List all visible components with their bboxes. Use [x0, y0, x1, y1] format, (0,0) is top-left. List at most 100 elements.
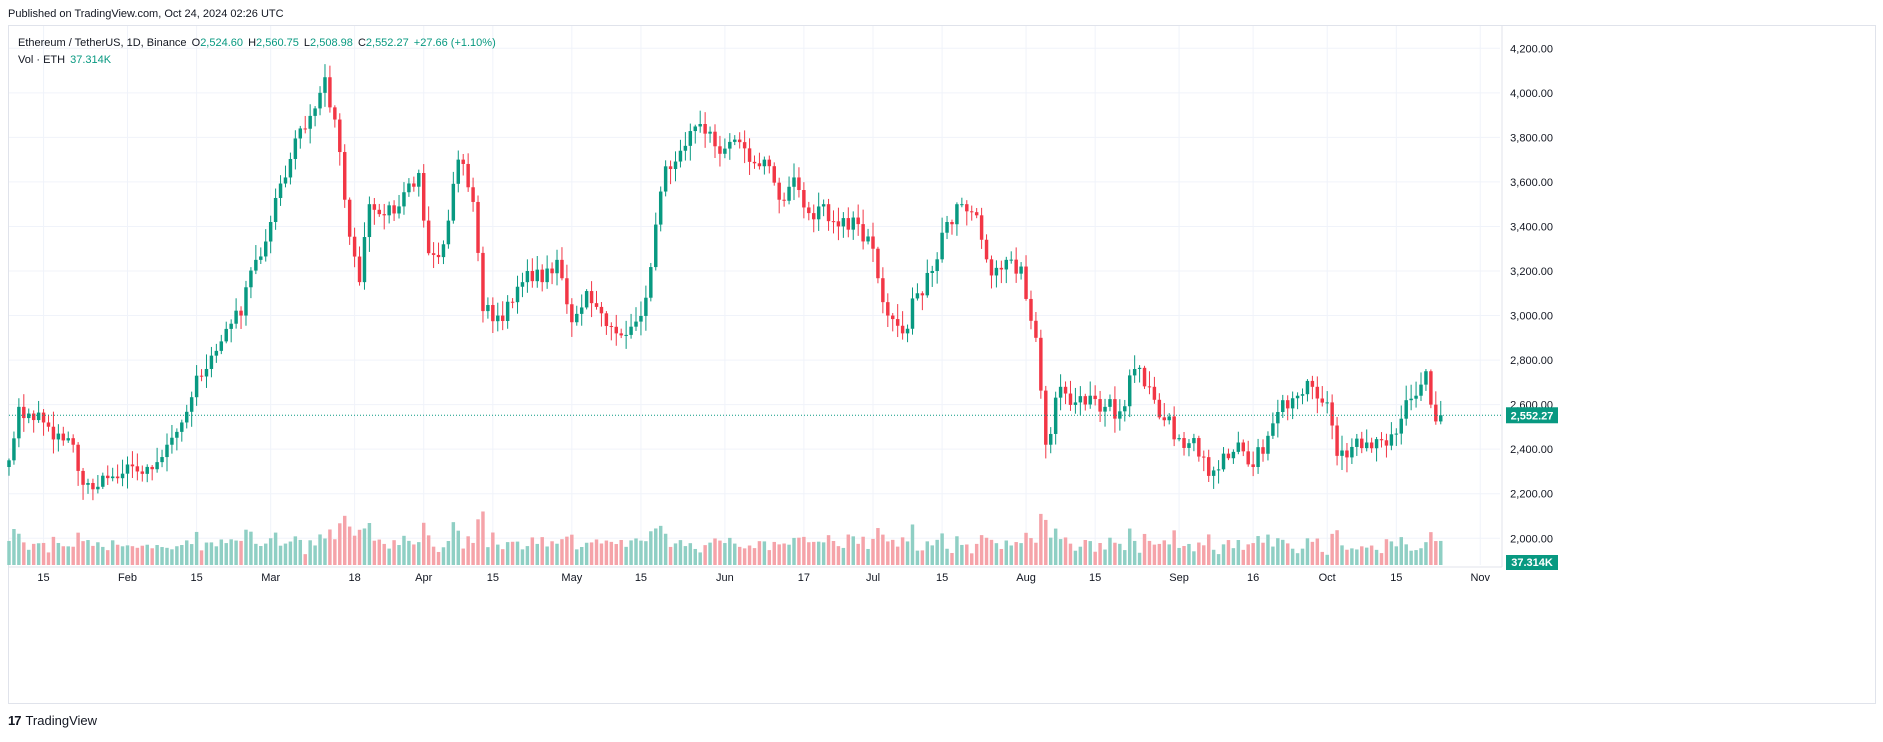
volume-bar: [1157, 543, 1162, 565]
volume-bar: [1434, 541, 1438, 565]
volume-bar: [1182, 546, 1186, 565]
candle-body: [1300, 394, 1305, 396]
volume-bar: [407, 540, 411, 565]
volume-bar: [940, 533, 944, 565]
candle-body: [234, 310, 238, 324]
candle-body: [1053, 397, 1058, 434]
volume-bar: [1088, 541, 1092, 565]
volume-bar: [298, 539, 303, 565]
volume-bar: [436, 551, 441, 565]
candle-body: [204, 368, 209, 377]
candle-body: [441, 244, 446, 258]
candle-body: [1320, 398, 1324, 403]
volume-bar: [333, 539, 337, 565]
volume-bar: [17, 533, 21, 565]
time-axis[interactable]: 15 Feb 15 Mar 18 Apr 15 May 15 Jun 17 Jul 15 Aug 15 Sep…: [37, 572, 1490, 584]
volume-bar: [239, 540, 243, 565]
candle-body: [71, 438, 75, 445]
volume-bar: [165, 547, 169, 565]
candle-body: [708, 131, 712, 134]
candle-body: [1182, 438, 1186, 448]
volume-bar: [1044, 519, 1048, 565]
candle-body: [1103, 406, 1107, 412]
candle-body: [663, 166, 668, 192]
volume-bar: [935, 539, 939, 565]
candle-body: [1034, 320, 1038, 338]
volume-bar: [915, 550, 920, 565]
candle-body: [945, 222, 949, 233]
time-tick-label: Sep: [1169, 572, 1189, 584]
candle-body: [713, 131, 717, 147]
volume-bar: [357, 529, 362, 565]
candle-body: [767, 159, 772, 167]
volume-bar: [249, 531, 253, 565]
volume-bar: [1127, 528, 1132, 565]
candle-body: [1424, 371, 1428, 385]
candle-body: [510, 301, 515, 303]
candle-body: [382, 214, 386, 216]
candle-body: [649, 267, 653, 298]
candle-body: [185, 411, 189, 423]
volume-bar: [224, 543, 228, 565]
candle-body: [999, 267, 1004, 270]
published-info: Published on TradingView.com, Oct 24, 20…: [8, 8, 284, 20]
candle-body: [214, 350, 219, 356]
candle-body: [323, 77, 327, 93]
candle-body: [1078, 396, 1083, 403]
candle-body: [816, 206, 821, 220]
candle-body: [446, 220, 451, 245]
candle-body: [965, 204, 969, 212]
open-value: 2,524.60: [200, 37, 244, 49]
candle-body: [431, 253, 436, 255]
candle-body: [797, 177, 801, 191]
candle-body: [540, 269, 544, 283]
candle-body: [570, 304, 574, 323]
volume-bar: [856, 543, 860, 565]
candle-body: [974, 212, 979, 216]
candle-body: [1281, 400, 1285, 413]
last-price-marker: 2,552.27 37.314K: [9, 407, 1558, 570]
volume-bar: [989, 539, 994, 565]
candle-body: [826, 204, 831, 222]
volume-bar: [737, 546, 742, 565]
price-axis[interactable]: 2,000.002,200.002,400.002,600.002,800.00…: [1510, 43, 1553, 545]
volume-bar: [426, 535, 431, 565]
candle-body: [17, 406, 21, 439]
candle-body: [145, 466, 149, 474]
candle-body: [293, 138, 298, 159]
volume-bar: [476, 519, 480, 565]
volume-label[interactable]: Vol · ETH: [18, 54, 66, 66]
volume-bar: [1192, 551, 1196, 565]
volume-bar: [288, 541, 293, 565]
candle-body: [728, 141, 732, 149]
candle-body: [1325, 402, 1329, 404]
volume-bar: [1216, 554, 1221, 565]
candle-body: [1048, 433, 1053, 445]
candlesticks: [7, 64, 1443, 501]
candle-body: [338, 119, 342, 153]
candle-body: [723, 148, 727, 154]
volume-bar: [451, 522, 456, 565]
volume-bar: [678, 540, 683, 565]
volume-bar: [120, 546, 125, 565]
candle-body: [876, 248, 880, 279]
candle-body: [273, 197, 278, 222]
volume-bar: [1345, 549, 1349, 565]
volume-bar: [1231, 548, 1236, 565]
candle-body: [1202, 456, 1206, 458]
candle-body: [328, 77, 332, 108]
candle-body: [224, 328, 228, 342]
candle-body: [155, 462, 159, 470]
candle-body: [1315, 386, 1320, 399]
volume-bar: [821, 542, 826, 565]
candle-body: [1434, 404, 1438, 422]
volume-bar: [728, 537, 732, 565]
ohlc-row: Ethereum / TetherUS, 1D, Binance O2,524.…: [18, 35, 498, 52]
candle-body: [792, 177, 796, 187]
volume-bar: [372, 540, 377, 565]
symbol-label[interactable]: Ethereum / TetherUS, 1D, Binance: [18, 37, 187, 49]
volume-bar: [505, 542, 510, 565]
volume-bar: [155, 545, 159, 565]
candle-body: [110, 476, 115, 479]
